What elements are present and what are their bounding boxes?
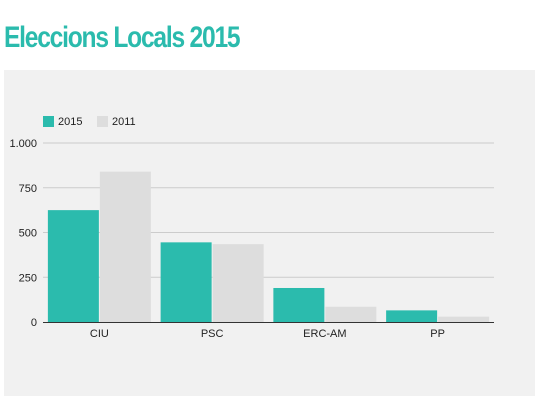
legend-swatch-2011: [97, 116, 108, 127]
bar-2011-pp[interactable]: [438, 316, 490, 322]
axes: 0 250 500 750 1.000 CIU PSC ERC-AM PP: [9, 138, 494, 340]
x-tick-label: PSC: [201, 328, 224, 340]
bars: [47, 171, 490, 322]
y-tick-label: 0: [31, 317, 37, 329]
y-tick-label: 1.000: [9, 138, 37, 150]
y-tick-label: 750: [19, 183, 37, 195]
legend-label: 2011: [112, 116, 136, 128]
legend: 2015 2011: [43, 116, 136, 128]
x-tick-label: ERC-AM: [303, 328, 346, 340]
page-title: Eleccions Locals 2015: [4, 21, 241, 54]
legend-label: 2015: [58, 116, 82, 128]
legend-swatch-2015: [43, 116, 54, 127]
bar-2015-pp[interactable]: [386, 310, 438, 322]
bar-2015-erc-am[interactable]: [273, 287, 325, 322]
x-tick-label: PP: [430, 328, 445, 340]
bar-2011-erc-am[interactable]: [325, 306, 377, 322]
bar-2015-psc[interactable]: [160, 242, 212, 322]
bar-2015-ciu[interactable]: [47, 210, 99, 322]
bar-2011-psc[interactable]: [212, 244, 264, 322]
y-tick-label: 500: [19, 228, 37, 240]
bar-2011-ciu[interactable]: [99, 171, 151, 322]
y-tick-label: 250: [19, 272, 37, 284]
x-tick-label: CIU: [90, 328, 109, 340]
